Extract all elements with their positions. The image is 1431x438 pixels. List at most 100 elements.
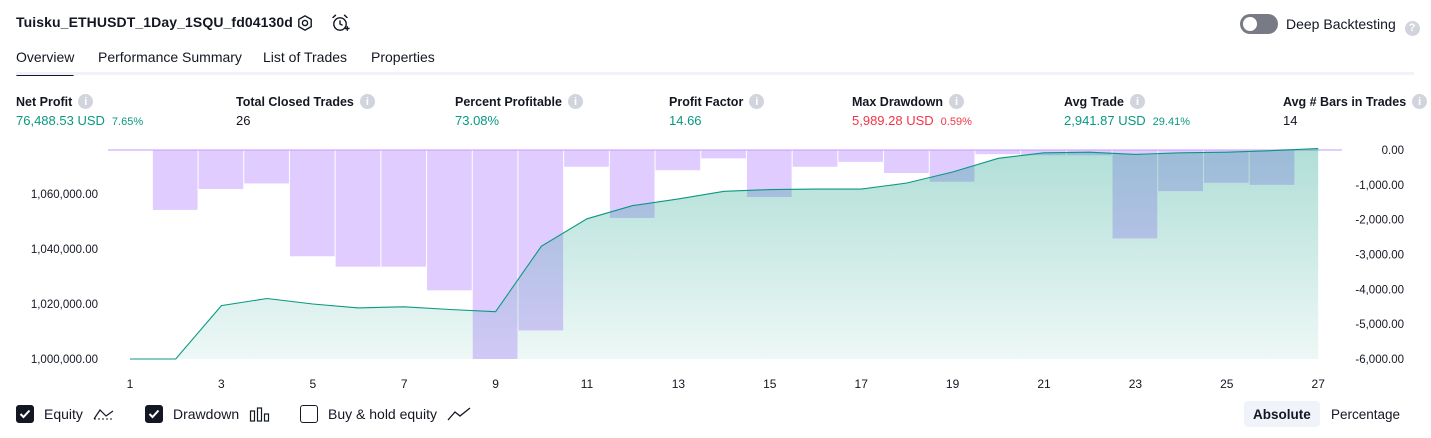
info-icon[interactable]: i [359, 94, 375, 109]
metric-max-drawdown: Max Drawdown i 5,989.28 USD 0.59% [852, 93, 972, 128]
info-icon[interactable]: i [1412, 94, 1428, 109]
drawdown-bar [198, 150, 244, 190]
equity-line [130, 148, 1319, 360]
metric-value: 2,941.87 USD 29.41% [1064, 113, 1190, 128]
max-drawdown-value: 5,989.28 USD [852, 113, 934, 128]
x-tick-label: 23 [1129, 377, 1143, 391]
info-icon[interactable]: i [949, 94, 964, 109]
info-icon[interactable]: i [78, 94, 94, 109]
percentage-toggle[interactable]: Percentage [1331, 406, 1401, 422]
avg-trade-percent: 29.41% [1152, 116, 1190, 128]
metric-value: 73.08% [455, 113, 583, 128]
metric-value: 14.66 [669, 113, 764, 128]
equity-label: Equity [44, 406, 83, 422]
y-right-tick-label: -4,000.00 [1355, 284, 1404, 296]
x-tick-label: 17 [855, 377, 869, 391]
metric-label-text: Percent Profitable [455, 94, 562, 109]
equity-area [130, 148, 1319, 359]
metric-value: 14 [1283, 113, 1427, 128]
metric-label: Profit Factor i [669, 93, 765, 110]
metric-total-closed-trades: Total Closed Trades i 26 [236, 93, 375, 128]
metric-avg-trade: Avg Trade i 2,941.87 USD 29.41% [1064, 93, 1190, 128]
drawdown-bar [792, 150, 838, 167]
metric-label: Total Closed Trades i [236, 93, 375, 110]
legend-equity[interactable]: Equity [16, 403, 115, 425]
drawdown-label: Drawdown [173, 406, 240, 422]
toggle-knob [1243, 17, 1257, 31]
y-right-tick-label: -5,000.00 [1355, 319, 1404, 331]
deep-backtesting-toggle[interactable] [1240, 14, 1278, 34]
drawdown-bar [335, 150, 381, 267]
buy-hold-label: Buy & hold equity [328, 406, 437, 422]
max-drawdown-percent: 0.59% [940, 116, 972, 128]
x-tick-label: 25 [1220, 377, 1234, 391]
metric-label: Max Drawdown i [852, 93, 972, 110]
metric-label: Avg # Bars in Trades i [1283, 93, 1428, 110]
x-tick-label: 5 [309, 377, 316, 391]
right-y-axis: 0.00 -1,000.00 -2,000.00 -3,000.00 -4,000.00… [1355, 145, 1404, 366]
drawdown-bar [152, 150, 198, 210]
absolute-toggle[interactable]: Absolute [1244, 401, 1320, 427]
tabs-divider [16, 72, 1414, 75]
x-axis: 1 3 5 7 9 11 13 15 17 19 21 23 25 27 [127, 377, 1326, 391]
x-tick-label: 7 [401, 377, 408, 391]
tab-properties[interactable]: Properties [371, 49, 435, 65]
metric-label-text: Net Profit [16, 94, 73, 109]
gear-icon[interactable] [294, 12, 316, 34]
metric-label-text: Avg Trade [1064, 94, 1124, 109]
total-closed-trades-value: 26 [236, 113, 251, 128]
info-icon[interactable]: i [567, 94, 583, 109]
y-right-tick-label: -1,000.00 [1355, 180, 1404, 192]
drawdown-bar [381, 150, 427, 267]
deep-backtesting-label: Deep Backtesting ? [1286, 16, 1420, 36]
x-tick-label: 19 [946, 377, 960, 391]
metric-label-text: Max Drawdown [852, 94, 943, 109]
x-tick-label: 11 [581, 377, 594, 391]
y-left-tick-label: 1,020,000.00 [31, 299, 98, 311]
drawdown-checkbox[interactable] [145, 405, 163, 423]
tab-performance-summary[interactable]: Performance Summary [98, 49, 242, 65]
drawdown-bar [244, 150, 289, 184]
avg-bars-value: 14 [1283, 113, 1298, 128]
drawdown-bar [884, 150, 929, 173]
drawdown-bar [701, 150, 746, 159]
equity-series [130, 148, 1319, 360]
equity-line-icon [93, 409, 114, 420]
alarm-clock-plus-icon[interactable] [329, 12, 351, 34]
x-tick-label: 3 [218, 377, 225, 391]
tab-list-of-trades[interactable]: List of Trades [263, 49, 348, 65]
metric-percent-profitable: Percent Profitable i 73.08% [455, 93, 583, 128]
report-header: Tuisku_ETHUSDT_1Day_1SQU_fd04130d Deep B… [0, 0, 1431, 46]
info-icon[interactable]: i [1129, 94, 1145, 109]
y-left-tick-label: 1,000,000.00 [31, 354, 98, 366]
drawdown-bar [289, 150, 335, 257]
tab-overview[interactable]: Overview [16, 49, 75, 76]
y-left-tick-label: 1,060,000.00 [31, 189, 98, 201]
help-icon[interactable]: ? [1404, 20, 1420, 36]
buy-hold-checkbox[interactable] [300, 405, 318, 423]
y-right-tick-label: -3,000.00 [1355, 250, 1404, 262]
equity-drawdown-chart[interactable]: 1,000,000.00 1,020,000.00 1,040,000.00 1,06… [0, 140, 1431, 396]
profit-factor-value: 14.66 [669, 113, 702, 128]
drawdown-bar [975, 150, 1021, 155]
metric-value: 5,989.28 USD 0.59% [852, 113, 972, 128]
legend-drawdown[interactable]: Drawdown [145, 403, 271, 425]
drawdown-bar [427, 150, 472, 291]
x-tick-label: 1 [127, 377, 134, 391]
percent-profitable-value: 73.08% [455, 113, 500, 128]
legend-buy-hold[interactable]: Buy & hold equity [300, 403, 471, 425]
net-profit-percent: 7.65% [111, 116, 144, 128]
y-right-tick-label: -6,000.00 [1355, 354, 1404, 366]
metric-label-text: Profit Factor [669, 94, 744, 109]
metric-avg-bars-in-trades: Avg # Bars in Trades i 14 [1283, 93, 1428, 128]
net-profit-value: 76,488.53 USD [16, 113, 105, 128]
metric-label-text: Total Closed Trades [236, 94, 354, 109]
metric-profit-factor: Profit Factor i 14.66 [669, 93, 765, 128]
x-tick-label: 27 [1312, 377, 1326, 391]
x-tick-label: 9 [492, 377, 499, 391]
info-icon[interactable]: i [749, 94, 765, 109]
metric-label: Net Profit i [16, 93, 143, 110]
equity-checkbox[interactable] [16, 405, 34, 423]
x-tick-label: 15 [763, 377, 777, 391]
left-y-axis: 1,000,000.00 1,020,000.00 1,040,000.00 1,06… [31, 189, 98, 366]
